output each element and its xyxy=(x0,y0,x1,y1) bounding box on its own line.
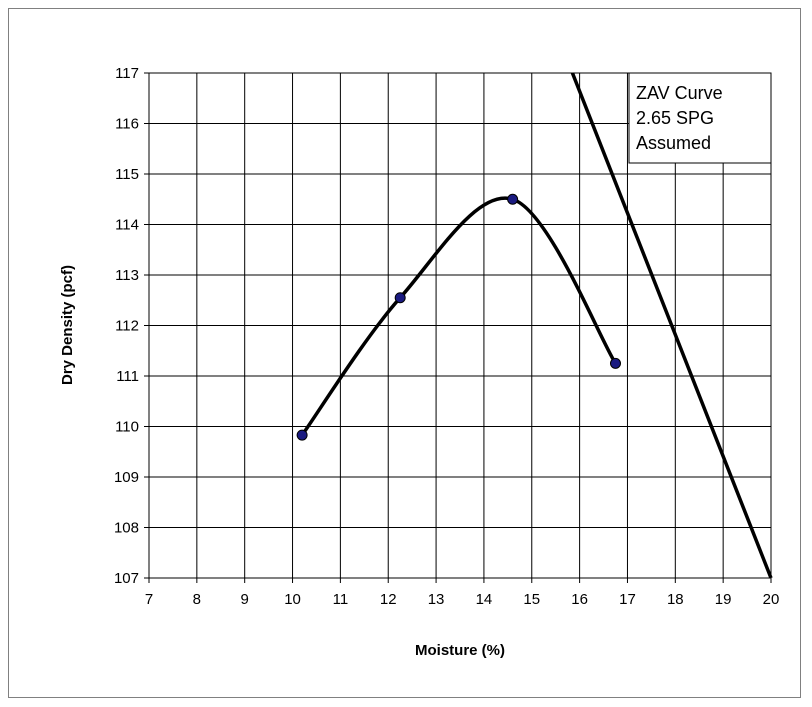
y-tick-label: 117 xyxy=(115,65,139,82)
x-tick-label: 7 xyxy=(145,591,153,608)
x-tick-label: 18 xyxy=(667,591,684,608)
x-tick-label: 9 xyxy=(241,591,249,608)
y-tick-label: 116 xyxy=(115,116,139,133)
x-tick-label: 16 xyxy=(571,591,588,608)
x-tick-label: 11 xyxy=(333,591,349,608)
y-axis-title: Dry Density (pcf) xyxy=(59,265,76,385)
compaction-curve xyxy=(300,196,617,437)
annotation-line-1: ZAV Curve xyxy=(636,83,723,103)
x-tick-label: 20 xyxy=(763,591,780,608)
x-tick-label: 10 xyxy=(284,591,301,608)
y-tick-label: 109 xyxy=(114,469,139,486)
y-tick-label: 115 xyxy=(115,166,139,183)
x-tick-label: 14 xyxy=(476,591,493,608)
tick-labels: 7 8 9 10 11 12 13 14 15 16 17 18 19 20 107 108 109 110 111… xyxy=(114,65,779,608)
annotation-line-3: Assumed xyxy=(636,133,711,153)
x-axis-title: Moisture (%) xyxy=(415,642,505,659)
x-tick-label: 15 xyxy=(523,591,540,608)
y-tick-label: 113 xyxy=(115,267,139,284)
y-tick-label: 112 xyxy=(115,318,139,335)
y-tick-label: 108 xyxy=(114,520,139,537)
grid-lines xyxy=(144,72,772,583)
chart-plot: 7 8 9 10 11 12 13 14 15 16 17 18 19 20 107 108 109 110 111… xyxy=(59,65,779,659)
data-point xyxy=(610,357,621,369)
data-point xyxy=(296,429,308,441)
x-tick-label: 13 xyxy=(428,591,445,608)
data-point xyxy=(507,193,519,205)
data-point xyxy=(394,292,406,304)
y-tick-label: 110 xyxy=(115,419,139,436)
x-tick-label: 17 xyxy=(619,591,636,608)
data-points xyxy=(296,193,621,441)
x-tick-label: 12 xyxy=(380,591,397,608)
x-tick-label: 19 xyxy=(715,591,732,608)
annotation-line-2: 2.65 SPG xyxy=(636,108,714,128)
series-layer xyxy=(300,72,773,579)
x-tick-label: 8 xyxy=(193,591,201,608)
chart-frame: 7 8 9 10 11 12 13 14 15 16 17 18 19 20 107 108 109 110 111… xyxy=(8,8,801,698)
y-tick-label: 111 xyxy=(116,368,139,385)
y-tick-label: 114 xyxy=(115,217,139,234)
zav-line xyxy=(570,72,773,579)
annotation-box: ZAV Curve 2.65 SPG Assumed xyxy=(628,72,772,164)
y-tick-label: 107 xyxy=(114,570,139,587)
